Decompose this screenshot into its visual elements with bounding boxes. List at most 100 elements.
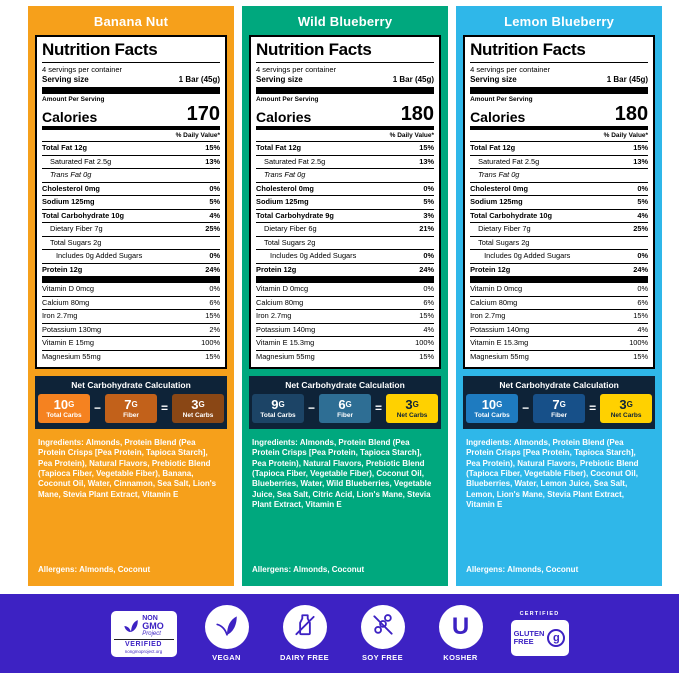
vitamin-rows: Vitamin D 0mcg 0% Calcium 80mg 6% Iron 2… bbox=[256, 283, 435, 364]
nutrition-row: Iron 2.7mg 15% bbox=[256, 310, 435, 324]
nutrient-name: Potassium 140mg bbox=[256, 324, 316, 334]
serving-size-row: Serving size 1 Bar (45g) bbox=[256, 74, 434, 87]
net-carb-equation: 10G Total Carbs − 7G Fiber = 3G Net Carb… bbox=[466, 394, 653, 423]
nutrition-row: Vitamin E 15.3mg 100% bbox=[470, 337, 649, 351]
nutrition-row: Iron 2.7mg 15% bbox=[470, 310, 649, 324]
certification-badge: U KOSHER bbox=[433, 605, 489, 662]
nutrient-daily-value: 5% bbox=[209, 197, 221, 207]
nutrient-daily-value: 0% bbox=[423, 183, 435, 193]
nutrient-name: Iron 2.7mg bbox=[470, 311, 506, 321]
nutrition-row: Dietary Fiber 6g 21% bbox=[256, 223, 435, 237]
ingredients-text: Ingredients: Almonds, Protein Blend (Pea… bbox=[242, 429, 448, 511]
gluten-free-g-icon: g bbox=[547, 629, 566, 647]
nutrient-name: Cholesterol 0mg bbox=[470, 183, 528, 193]
nutrient-daily-value: 100% bbox=[629, 338, 649, 348]
ingredients-list: Almonds, Protein Blend (Pea Protein Cris… bbox=[252, 437, 432, 510]
nutrition-row: Includes 0g Added Sugars 0% bbox=[256, 250, 435, 264]
nutrient-name: Vitamin E 15.3mg bbox=[256, 338, 315, 348]
nutrient-name: Protein 12g bbox=[42, 264, 83, 274]
nutrition-facts-label: Nutrition Facts 4 servings per container… bbox=[249, 35, 442, 370]
allergens-text: Allergens: Almonds, Coconut bbox=[28, 557, 234, 586]
nutrient-name: Magnesium 55mg bbox=[42, 351, 101, 361]
nutrient-daily-value: 24% bbox=[633, 264, 649, 274]
nutrient-name: Vitamin E 15mg bbox=[42, 338, 95, 348]
non-gmo-verified-text: VERIFIED bbox=[113, 638, 174, 648]
nutrient-daily-value: 6% bbox=[423, 297, 435, 307]
net-carb-value: 3 bbox=[405, 397, 413, 413]
ingredients-label: Ingredients: bbox=[38, 437, 84, 447]
nutrition-row: Calcium 80mg 6% bbox=[256, 297, 435, 311]
nutrition-row: Magnesium 55mg 15% bbox=[470, 351, 648, 364]
net-carb-value: 9 bbox=[271, 397, 279, 413]
nutrient-name: Calcium 80mg bbox=[470, 297, 518, 307]
nutrient-name: Vitamin D 0mcg bbox=[470, 284, 523, 294]
net-carb-title: Net Carbohydrate Calculation bbox=[499, 380, 619, 391]
nutrition-row: Cholesterol 0mg 0% bbox=[42, 183, 221, 197]
nutrient-daily-value: 25% bbox=[633, 224, 649, 234]
nutrient-name: Total Sugars 2g bbox=[264, 237, 316, 247]
nutrient-daily-value: 24% bbox=[419, 264, 435, 274]
equals-operator: = bbox=[375, 401, 383, 416]
net-carb-box-label: Fiber bbox=[337, 412, 353, 420]
nutrition-row: Total Carbohydrate 10g 4% bbox=[42, 210, 221, 224]
net-carb-box: 3G Net Carbs bbox=[600, 394, 653, 423]
net-carb-title: Net Carbohydrate Calculation bbox=[71, 380, 191, 391]
net-carb-value: 3 bbox=[191, 397, 199, 413]
nutrition-row: Trans Fat 0g bbox=[42, 169, 221, 183]
net-carb-box-label: Fiber bbox=[123, 412, 139, 420]
net-carb-box: 7G Fiber bbox=[533, 394, 586, 423]
nutrition-row: Magnesium 55mg 15% bbox=[256, 351, 434, 364]
non-gmo-line1: NON bbox=[142, 614, 158, 622]
nutrient-rows: Total Fat 12g 15% Saturated Fat 2.5g 13%… bbox=[42, 142, 221, 276]
nutrient-name: Saturated Fat 2.5g bbox=[50, 156, 112, 166]
net-carb-section: Net Carbohydrate Calculation 9G Total Ca… bbox=[249, 376, 442, 429]
nutrition-row: Potassium 140mg 4% bbox=[470, 324, 649, 338]
net-carb-box-label: Total Carbs bbox=[474, 412, 510, 420]
nutrient-daily-value: 4% bbox=[209, 210, 221, 220]
nutrition-row: Sodium 125mg 5% bbox=[42, 196, 221, 210]
divider-thick bbox=[470, 276, 649, 284]
serving-size-label: Serving size bbox=[470, 75, 517, 84]
net-carb-equation: 10G Total Carbs − 7G Fiber = 3G Net Carb… bbox=[38, 394, 225, 423]
net-carb-unit: G bbox=[131, 400, 138, 410]
nutrient-daily-value: 4% bbox=[637, 324, 649, 334]
nutrient-daily-value: 0% bbox=[209, 183, 221, 193]
non-gmo-badge: NON GMO Project VERIFIED nongmoproject.o… bbox=[110, 610, 177, 657]
allergens-list: Almonds, Coconut bbox=[79, 565, 151, 574]
nutrient-daily-value: 15% bbox=[419, 351, 435, 361]
nutrient-daily-value: 4% bbox=[637, 210, 649, 220]
net-carb-box: 10G Total Carbs bbox=[466, 394, 519, 423]
nutrient-rows: Total Fat 12g 15% Saturated Fat 2.5g 13%… bbox=[256, 142, 435, 276]
nutrient-daily-value: 6% bbox=[637, 297, 649, 307]
nutrition-facts-title: Nutrition Facts bbox=[470, 40, 649, 63]
calories-row: Calories 180 bbox=[470, 103, 648, 126]
nutrient-daily-value: 13% bbox=[205, 156, 221, 166]
nutrient-name: Trans Fat 0g bbox=[50, 170, 92, 180]
allergens-list: Almonds, Coconut bbox=[293, 565, 365, 574]
certification-badge: DAIRY FREE bbox=[277, 605, 333, 662]
allergens-list: Almonds, Coconut bbox=[507, 565, 579, 574]
nutrient-name: Total Fat 12g bbox=[256, 143, 302, 152]
nutrient-daily-value: 13% bbox=[419, 156, 435, 166]
nutrient-name: Iron 2.7mg bbox=[256, 311, 292, 321]
vitamin-rows: Vitamin D 0mcg 0% Calcium 80mg 6% Iron 2… bbox=[42, 283, 221, 363]
allergens-label: Allergens: bbox=[38, 565, 78, 574]
nutrient-daily-value: 0% bbox=[637, 251, 649, 261]
serving-size-label: Serving size bbox=[256, 75, 303, 84]
divider-thick bbox=[470, 87, 649, 94]
serving-size-value: 1 Bar (45g) bbox=[606, 75, 649, 84]
nutrition-row: Potassium 140mg 4% bbox=[256, 324, 435, 338]
nutrient-name: Dietary Fiber 6g bbox=[264, 224, 317, 234]
net-carb-equation: 9G Total Carbs − 6G Fiber = 3G Net Carbs bbox=[252, 394, 439, 423]
ingredients-list: Almonds, Protein Blend (Pea Protein Cris… bbox=[38, 437, 217, 499]
daily-value-header: % Daily Value* bbox=[470, 130, 649, 142]
nutrition-row: Total Sugars 2g bbox=[256, 237, 435, 251]
serving-size-row: Serving size 1 Bar (45g) bbox=[42, 74, 220, 87]
divider-medium bbox=[256, 126, 435, 130]
nutrient-daily-value: 5% bbox=[423, 197, 435, 207]
net-carb-unit: G bbox=[412, 400, 419, 410]
nutrition-facts-title: Nutrition Facts bbox=[42, 40, 221, 63]
nutrition-facts-label: Nutrition Facts 4 servings per container… bbox=[35, 35, 228, 370]
calories-value: 180 bbox=[614, 103, 649, 125]
butterfly-icon bbox=[123, 618, 139, 634]
